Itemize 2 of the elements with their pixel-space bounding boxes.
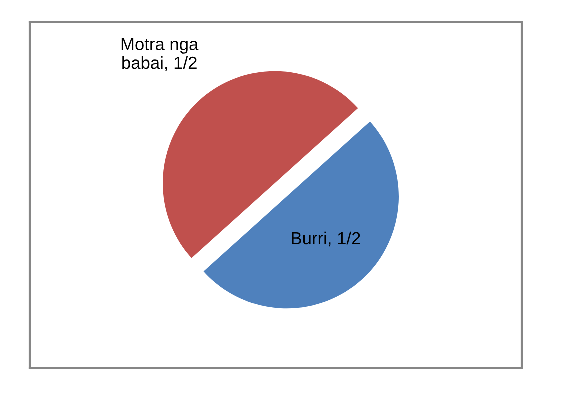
slice-label: Motra nga babai, 1/2 bbox=[122, 38, 199, 72]
slice-label: Burri, 1/2 bbox=[292, 232, 360, 247]
